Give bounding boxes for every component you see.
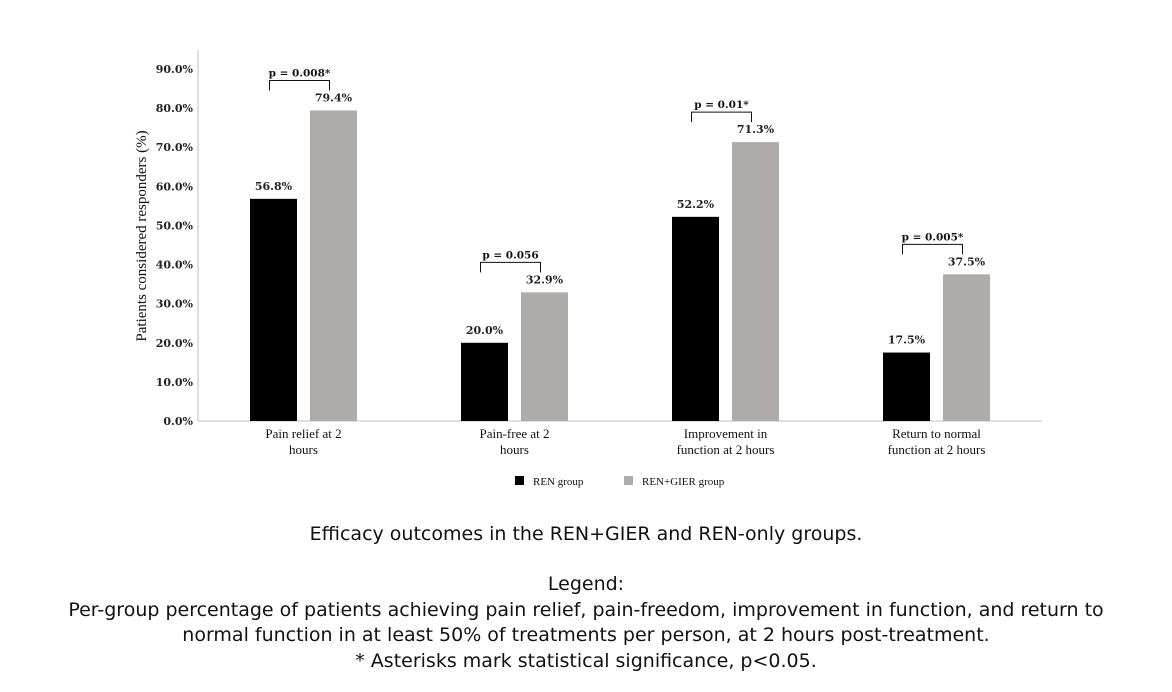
bar-ren [883,352,930,421]
data-label: 20.0% [466,324,504,337]
x-category-label: Pain relief at 2 [265,426,341,441]
y-axis-title: Patients considered responders (%) [134,130,150,341]
legend-swatch [515,476,524,485]
legend-swatch [624,476,633,485]
p-value-label: p = 0.008* [269,67,331,79]
x-category-label: function at 2 hours [888,442,986,457]
bar-chart: 0.0% 10.0% 20.0% 30.0% 40.0% 50.0% 60.0% 70.0% 8… [134,50,1042,488]
data-label: 56.8% [255,180,293,193]
bar-ren [672,216,719,421]
significance-bracket [480,261,541,273]
x-category-label: Return to normal [892,426,981,441]
data-label: 37.5% [948,255,986,268]
bar-ren-gier [943,274,990,421]
figure-legend-heading: Legend: [547,573,625,595]
p-value-label: p = 0.01* [694,99,749,111]
y-tick-label: 80.0% [156,102,194,115]
legend-label: REN group [533,476,584,488]
data-label: 79.4% [315,91,353,104]
bar-ren-gier [521,292,568,421]
bar-ren [461,342,508,421]
y-tick-label: 60.0% [156,180,194,193]
data-label: 17.5% [888,334,926,347]
y-tick-label: 30.0% [156,298,194,311]
chart-container: 0.0% 10.0% 20.0% 30.0% 40.0% 50.0% 60.0% 70.0% 8… [134,50,1042,488]
x-category-label: Pain-free at 2 [479,426,549,441]
x-category-label: hours [500,442,529,457]
figure-legend-text: normal function in at least 50% of treat… [182,624,990,646]
y-tick-label: 70.0% [156,141,194,154]
figure-significance-note: * Asterisks mark statistical significanc… [355,650,817,672]
significance-bracket [691,111,752,123]
significance-bracket [902,243,963,255]
y-tick-label: 10.0% [156,376,194,389]
legend-label: REN+GIER group [642,476,725,488]
data-label: 32.9% [526,273,564,286]
p-value-label: p = 0.005* [902,231,964,243]
figure-caption-title: Efficacy outcomes in the REN+GIER and RE… [309,523,863,545]
bar-ren [250,198,297,421]
figure-legend-text: Per-group percentage of patients achievi… [68,599,1104,621]
x-category-label: Improvement in [684,426,768,441]
y-tick-label: 90.0% [156,63,194,76]
bar-ren-gier [732,142,779,422]
data-label: 52.2% [677,198,715,211]
y-tick-label: 50.0% [156,219,194,232]
y-tick-label: 40.0% [156,259,194,272]
bar-ren-gier [310,110,357,422]
y-tick-label: 0.0% [163,415,193,428]
x-category-label: hours [289,442,318,457]
x-category-label: function at 2 hours [677,442,775,457]
p-value-label: p = 0.056 [482,249,538,261]
significance-bracket [269,79,330,91]
y-tick-label: 20.0% [156,337,194,350]
data-label: 71.3% [737,123,775,136]
